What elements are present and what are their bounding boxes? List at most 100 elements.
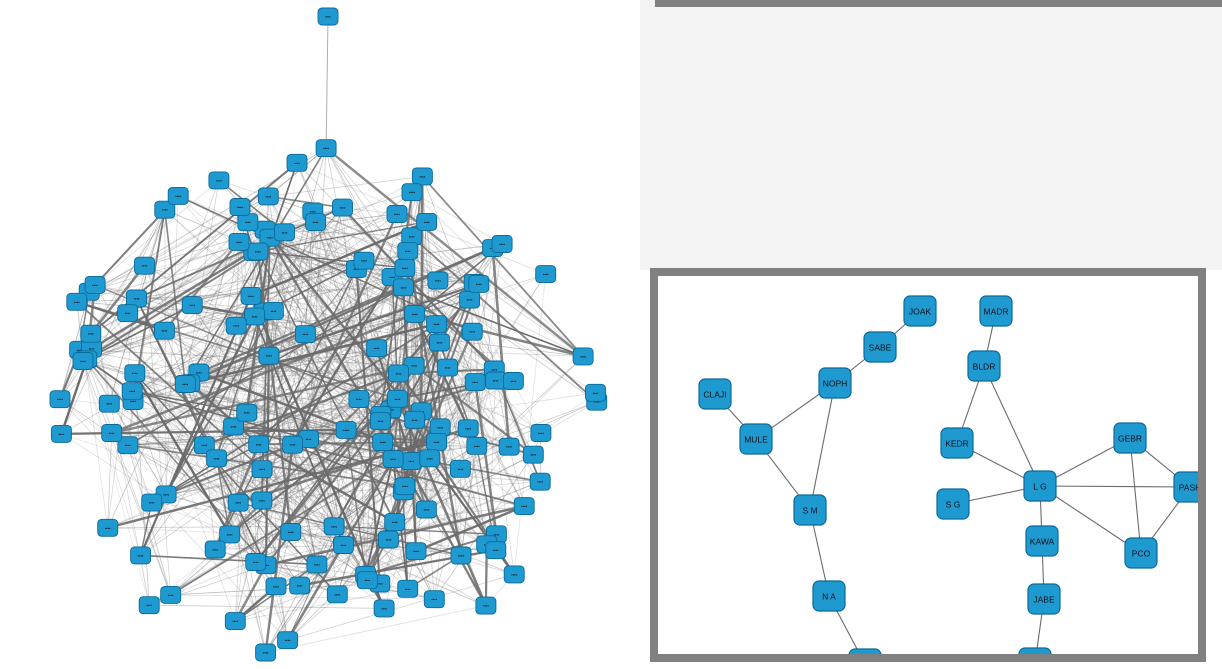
network-node-shape[interactable] [80,324,102,343]
network-edge[interactable] [413,221,428,366]
network-node[interactable]: •••• [289,576,311,595]
network-edge[interactable] [413,365,497,551]
network-edge[interactable] [491,247,511,447]
network-edge[interactable] [59,398,230,535]
network-node[interactable]: •••• [332,536,354,554]
network-edge[interactable] [165,315,256,495]
network-node-shape[interactable] [397,579,419,598]
network-edge[interactable] [379,381,476,584]
network-node-shape[interactable] [392,278,414,297]
network-node-shape[interactable] [138,596,160,615]
network-edge[interactable] [257,221,427,253]
network-node[interactable]: •••• [394,259,416,277]
network-edge[interactable] [325,147,584,358]
network-node-shape[interactable] [366,339,388,358]
network-node-shape[interactable] [386,205,408,223]
network-edge[interactable] [192,260,365,306]
network-node-shape[interactable] [1113,422,1147,454]
network-node[interactable]: KEDR [940,427,974,459]
network-node[interactable]: •••• [502,372,524,390]
network-node[interactable]: •••• [224,612,246,631]
network-edge[interactable] [79,349,167,495]
network-node-shape[interactable] [1018,647,1052,654]
network-node[interactable]: •••• [468,274,490,293]
network-node[interactable]: •••• [219,525,241,544]
network-edge[interactable] [305,333,496,382]
network-node-shape[interactable] [244,307,266,326]
network-node-shape[interactable] [97,518,119,537]
network-node[interactable]: •••• [117,304,139,323]
network-edge[interactable] [299,539,389,586]
network-node-shape[interactable] [206,449,228,468]
network-edge[interactable] [363,243,503,262]
network-node[interactable]: •••• [255,643,277,662]
network-node-shape[interactable] [793,494,827,526]
network-node-shape[interactable] [280,523,302,541]
network-node-shape[interactable] [204,540,226,559]
network-node-shape[interactable] [437,358,459,377]
network-edge[interactable] [265,605,486,654]
network-edge[interactable] [61,433,262,501]
network-node-shape[interactable] [503,565,525,584]
network-node-shape[interactable] [248,435,270,454]
network-edge[interactable] [164,209,437,325]
network-node[interactable]: •••• [428,333,450,352]
network-edge[interactable] [234,355,270,622]
network-edge[interactable] [204,369,495,446]
network-node[interactable]: L G [1023,470,1057,502]
network-node-shape[interactable] [405,542,427,561]
network-edge[interactable] [265,458,394,653]
network-edge[interactable] [127,445,172,596]
network-edge[interactable] [132,276,393,392]
network-node[interactable]: •••• [66,292,88,311]
network-node[interactable]: •••• [258,346,280,365]
network-edge[interactable] [127,444,239,504]
network-edge[interactable] [233,425,437,443]
network-node-shape[interactable] [1027,583,1061,615]
association-table-panel[interactable]: shared nameChrom...Start po...End pointG… [640,0,1222,270]
network-edge[interactable] [343,544,487,606]
network-node-shape[interactable] [818,367,852,399]
network-edge[interactable] [235,325,398,400]
network-edge[interactable] [254,316,584,357]
network-edge[interactable] [79,349,277,587]
network-edge[interactable] [235,588,408,622]
network-node-shape[interactable] [323,517,345,536]
network-edge[interactable] [178,195,415,315]
network-node[interactable]: MULE [739,423,773,455]
network-node-shape[interactable] [530,424,552,442]
network-node[interactable]: •••• [427,271,449,290]
network-node-shape[interactable] [258,346,280,365]
network-edge[interactable] [264,310,514,382]
network-edge[interactable] [433,369,495,600]
network-node-shape[interactable] [332,536,354,554]
network-edge[interactable] [411,191,503,245]
network-edge[interactable] [234,412,248,622]
network-edge[interactable] [254,316,584,357]
network-edge[interactable] [325,147,514,382]
network-edge[interactable] [392,282,475,460]
network-node[interactable]: •••• [411,167,433,186]
network-edge[interactable] [397,372,442,429]
network-node[interactable]: •••• [530,424,552,442]
network-node[interactable]: •••• [522,445,544,464]
network-edge[interactable] [264,213,398,312]
network-edge[interactable] [436,273,546,443]
network-edge[interactable] [273,310,377,349]
network-edge[interactable] [165,310,275,495]
network-edge[interactable] [345,373,399,431]
network-node[interactable]: •••• [237,213,259,232]
network-node[interactable]: •••• [485,371,507,390]
network-edge[interactable] [235,325,383,443]
network-edge[interactable] [215,521,395,550]
network-edge[interactable] [238,380,496,504]
network-node[interactable]: •••• [503,565,525,584]
network-edge[interactable] [198,342,440,373]
network-node-shape[interactable] [257,187,279,206]
network-edge[interactable] [136,209,166,299]
network-node-shape[interactable] [698,378,732,410]
network-edge[interactable] [325,16,329,149]
network-node-shape[interactable] [228,232,250,251]
network-node[interactable]: PCO [1124,537,1158,569]
network-node-shape[interactable] [160,585,182,604]
